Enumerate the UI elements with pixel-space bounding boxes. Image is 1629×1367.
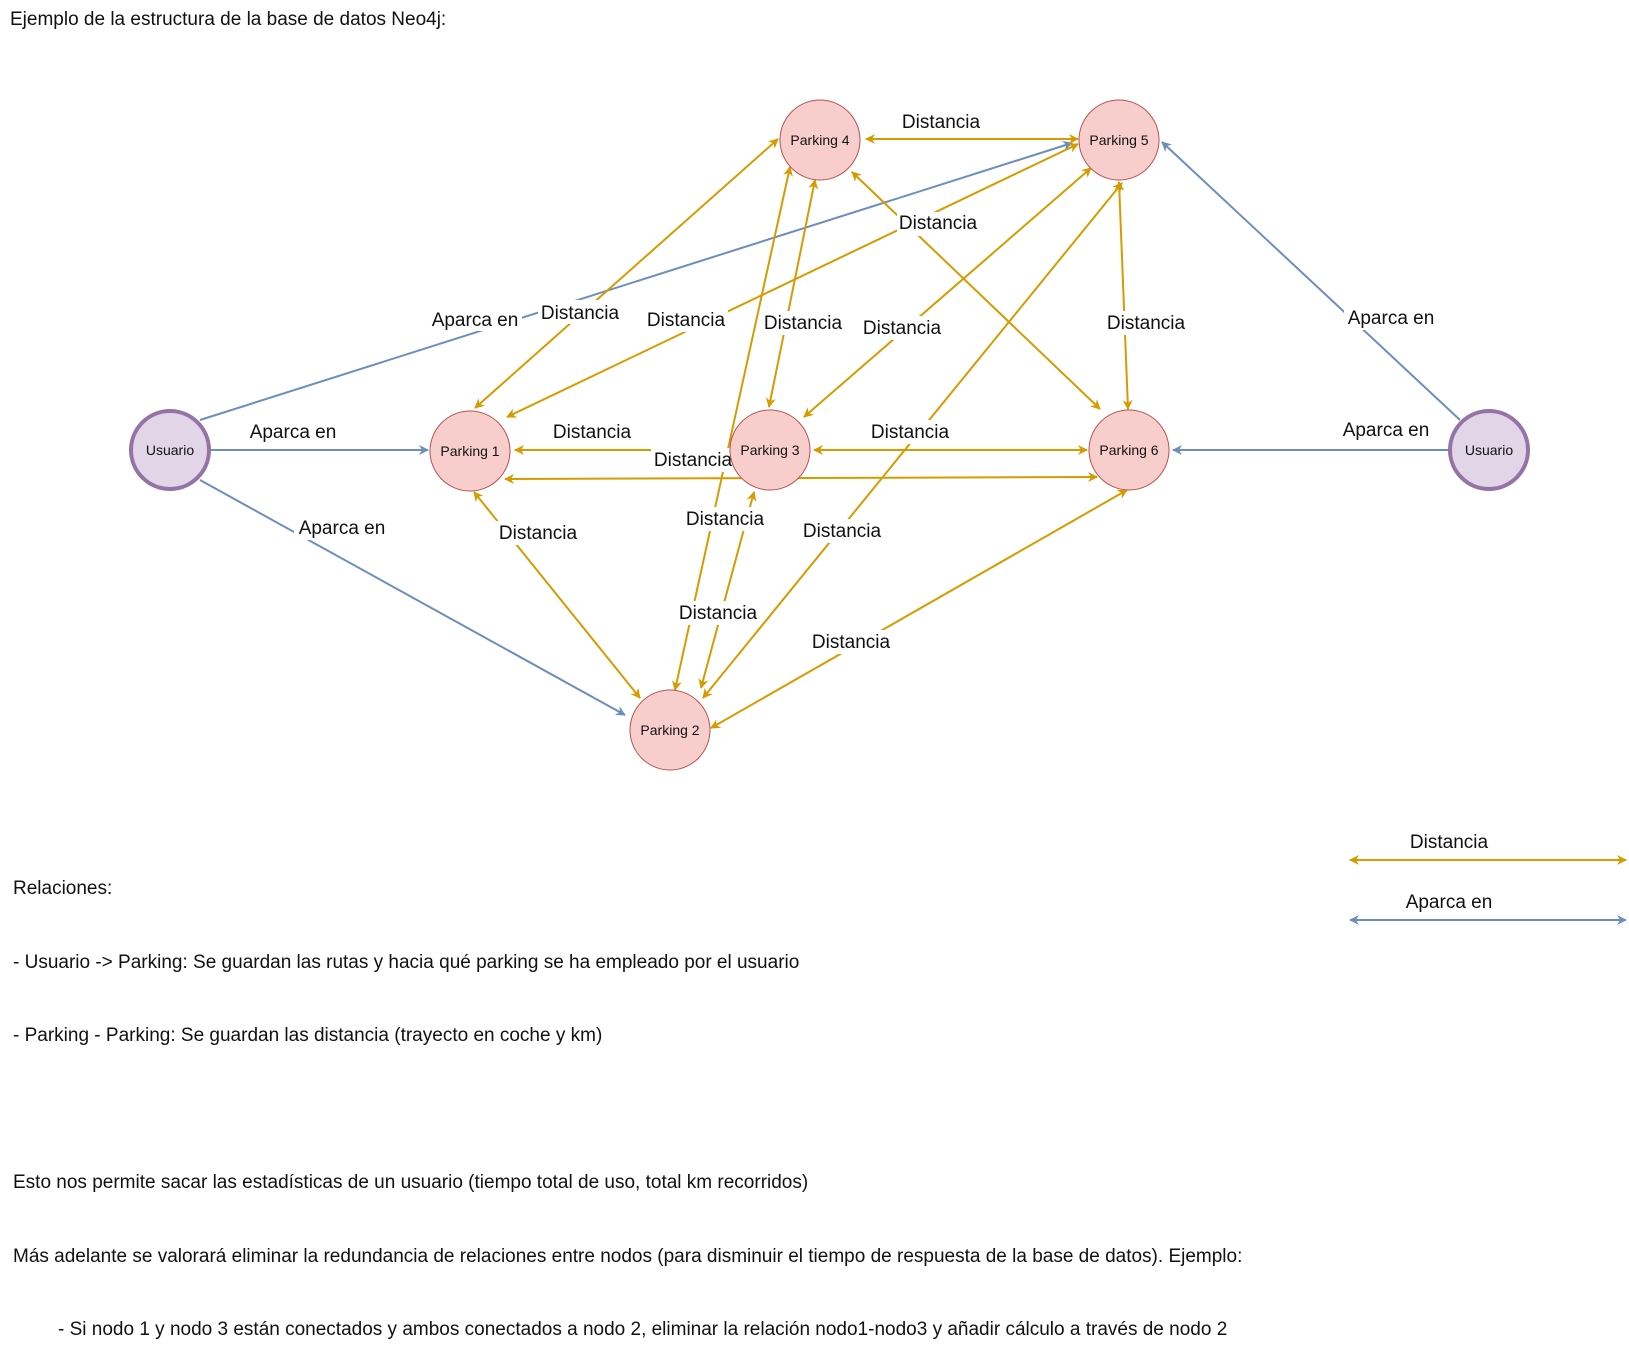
edge-p1-p6: [504, 472, 1098, 484]
notes: Relaciones: - Usuario -> Parking: Se gua…: [13, 828, 1242, 1367]
edge-label-distance: Distancia: [654, 450, 733, 471]
edge-label-distance: Distancia: [679, 603, 758, 624]
edge-label-distance: Distancia: [863, 318, 942, 339]
edge-label-parks-in: Aparca en: [1348, 308, 1435, 329]
notes-spacer: [13, 1098, 1242, 1123]
edge-label-parks-in: Aparca en: [299, 518, 386, 539]
edge-label-distance: Distancia: [647, 310, 726, 331]
notes-line: Esto nos permite sacar las estadísticas …: [13, 1172, 809, 1193]
edge-label-distance: Distancia: [803, 521, 882, 542]
distance-edges: [473, 134, 1133, 729]
edge-label-distance: Distancia: [899, 213, 978, 234]
edge-p5-p6: [1114, 181, 1133, 410]
edge-p1-p5: [506, 143, 1079, 418]
parking-node-3[interactable]: Parking 3: [729, 409, 811, 491]
parks-in-edges: [199, 140, 1461, 716]
svg-text:Parking 2: Parking 2: [640, 722, 699, 738]
svg-text:Parking 4: Parking 4: [790, 132, 849, 148]
user-node-left[interactable]: Usuario: [129, 409, 211, 491]
parking-node-4[interactable]: Parking 4: [779, 99, 861, 181]
edge-label-distance: Distancia: [764, 313, 843, 334]
edge-p3-p4: [765, 179, 819, 408]
edge-label-distance: Distancia: [499, 523, 578, 544]
edge-label-distance: Distancia: [871, 422, 950, 443]
svg-text:Usuario: Usuario: [146, 442, 194, 458]
edge-p4-p6: [851, 171, 1101, 410]
legend: Distancia Aparca en: [1349, 832, 1627, 925]
legend-distance-label: Distancia: [1410, 832, 1489, 853]
svg-text:Parking 1: Parking 1: [440, 443, 499, 459]
edge-label-distance: Distancia: [902, 112, 981, 133]
parking-node-2[interactable]: Parking 2: [629, 689, 711, 771]
edge-user-right-to-p5: [1161, 141, 1461, 421]
edge-label-parks-in: Aparca en: [1343, 420, 1430, 441]
edge-label-parks-in: Aparca en: [432, 310, 519, 331]
edge-label-distance: Distancia: [1107, 313, 1186, 334]
neo4j-structure-diagram: Aparca en Aparca en Aparca en Aparca en …: [129, 99, 1627, 925]
parking-node-6[interactable]: Parking 6: [1088, 409, 1170, 491]
user-node-right[interactable]: Usuario: [1448, 409, 1530, 491]
edge-label-distance: Distancia: [553, 422, 632, 443]
parks-in-labels: Aparca en Aparca en Aparca en Aparca en …: [244, 306, 1440, 540]
svg-text:Parking 6: Parking 6: [1099, 442, 1158, 458]
edge-user-left-to-p5: [199, 140, 1073, 421]
notes-line: - Usuario -> Parking: Se guardan las rut…: [13, 951, 800, 973]
svg-text:Parking 5: Parking 5: [1089, 132, 1148, 148]
svg-text:Usuario: Usuario: [1465, 442, 1513, 458]
parking-node-5[interactable]: Parking 5: [1078, 99, 1160, 181]
svg-text:Parking 3: Parking 3: [740, 442, 799, 458]
page-title: Ejemplo de la estructura de la base de d…: [10, 9, 447, 30]
edge-label-distance: Distancia: [541, 303, 620, 324]
edge-p2-p6: [710, 489, 1128, 729]
notes-line: Relaciones:: [13, 878, 113, 899]
edge-user-left-to-p2: [199, 479, 626, 716]
edge-p1-p4: [474, 138, 779, 409]
notes-line: - Si nodo 1 y nodo 3 están conectados y …: [58, 1319, 1228, 1340]
edge-label-distance: Distancia: [686, 509, 765, 530]
distance-labels: Distancia Distancia Distancia Distancia …: [495, 110, 1187, 654]
notes-line: Más adelante se valorará eliminar la red…: [13, 1245, 1243, 1267]
parking-node-1[interactable]: Parking 1: [429, 410, 511, 492]
legend-parks-in-label: Aparca en: [1406, 892, 1493, 913]
edge-label-parks-in: Aparca en: [250, 422, 337, 443]
edge-label-distance: Distancia: [812, 632, 891, 653]
notes-line: - Parking - Parking: Se guardan las dist…: [13, 1025, 603, 1046]
